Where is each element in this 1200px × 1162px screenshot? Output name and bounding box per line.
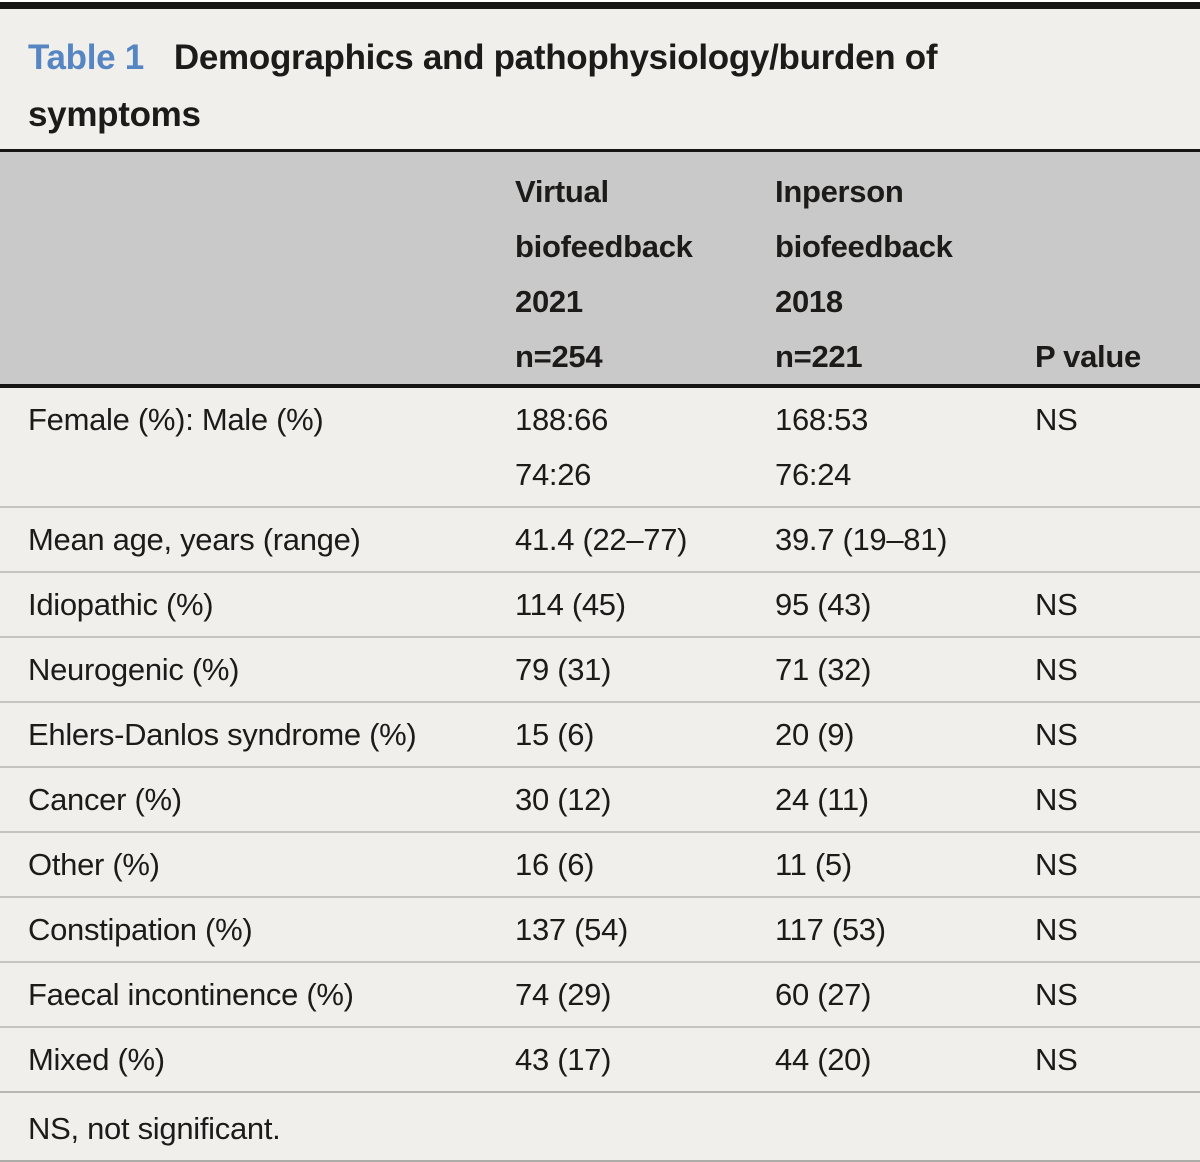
p-value: NS (1035, 587, 1078, 622)
virtual-value: 79 (31) (515, 652, 612, 687)
table-footnote: NS, not significant. (28, 1111, 281, 1146)
table-row: Mean age, years (range) 41.4 (22–77) 39.… (0, 506, 1200, 571)
row-label: Mean age, years (range) (28, 522, 361, 557)
virtual-value: 43 (17) (515, 1042, 612, 1077)
inperson-value: 24 (11) (775, 782, 869, 817)
virtual-value: 188:66 74:26 (515, 402, 609, 492)
table-row: Constipation (%) 137 (54) 117 (53) NS (0, 896, 1200, 961)
table-header-row: Virtual biofeedback 2021 n=254 Inperson … (0, 152, 1200, 384)
row-label: Mixed (%) (28, 1042, 165, 1077)
p-value: NS (1035, 717, 1078, 752)
row-label: Faecal incontinence (%) (28, 977, 354, 1012)
table-row: Cancer (%) 30 (12) 24 (11) NS (0, 766, 1200, 831)
table-row: Other (%) 16 (6) 11 (5) NS (0, 831, 1200, 896)
p-value: NS (1035, 402, 1078, 437)
table-row: Ehlers-Danlos syndrome (%) 15 (6) 20 (9)… (0, 701, 1200, 766)
row-label: Idiopathic (%) (28, 587, 214, 622)
table-body: Female (%): Male (%) 188:66 74:26 168:53… (0, 388, 1200, 1091)
header-cell-p-value: P value (1035, 339, 1141, 374)
table-row: Neurogenic (%) 79 (31) 71 (32) NS (0, 636, 1200, 701)
inperson-value: 95 (43) (775, 587, 872, 622)
inperson-value: 117 (53) (775, 912, 886, 947)
bottom-rule (0, 1160, 1200, 1162)
p-value: NS (1035, 912, 1078, 947)
top-rule (0, 2, 1200, 9)
inperson-value: 44 (20) (775, 1042, 872, 1077)
row-label: Neurogenic (%) (28, 652, 240, 687)
table-title: Table 1 Demographics and pathophysiology/… (0, 9, 1200, 149)
virtual-value: 137 (54) (515, 912, 629, 947)
p-value: NS (1035, 782, 1078, 817)
row-label: Other (%) (28, 847, 160, 882)
virtual-value: 16 (6) (515, 847, 595, 882)
header-cell-inperson-biofeedback: Inperson biofeedback 2018 n=221 (775, 174, 953, 374)
p-value: NS (1035, 1042, 1078, 1077)
p-value: NS (1035, 652, 1078, 687)
header-cell-virtual-biofeedback: Virtual biofeedback 2021 n=254 (515, 174, 693, 374)
inperson-value: 168:53 76:24 (775, 402, 869, 492)
inperson-value: 20 (9) (775, 717, 855, 752)
virtual-value: 30 (12) (515, 782, 612, 817)
inperson-value: 11 (5) (775, 847, 852, 882)
p-value: NS (1035, 847, 1078, 882)
table-number: Table 1 (28, 38, 144, 77)
virtual-value: 15 (6) (515, 717, 595, 752)
row-label: Female (%): Male (%) (28, 402, 324, 437)
inperson-value: 71 (32) (775, 652, 872, 687)
virtual-value: 114 (45) (515, 587, 626, 622)
table-row: Faecal incontinence (%) 74 (29) 60 (27) … (0, 961, 1200, 1026)
inperson-value: 39.7 (19–81) (775, 522, 948, 557)
header-divider-rule (0, 384, 1200, 388)
table-row: Idiopathic (%) 114 (45) 95 (43) NS (0, 571, 1200, 636)
table-footnote-block: NS, not significant. (0, 1091, 1200, 1160)
row-label: Cancer (%) (28, 782, 182, 817)
virtual-value: 74 (29) (515, 977, 612, 1012)
title-divider-rule (0, 149, 1200, 152)
row-label: Constipation (%) (28, 912, 253, 947)
table-row: Mixed (%) 43 (17) 44 (20) NS (0, 1026, 1200, 1091)
table-row: Female (%): Male (%) 188:66 74:26 168:53… (0, 388, 1200, 506)
p-value (1035, 508, 1170, 571)
inperson-value: 60 (27) (775, 977, 872, 1012)
p-value: NS (1035, 977, 1078, 1012)
table-caption: Demographics and pathophysiology/burden … (28, 38, 938, 134)
virtual-value: 41.4 (22–77) (515, 522, 688, 557)
row-label: Ehlers-Danlos syndrome (%) (28, 717, 417, 752)
